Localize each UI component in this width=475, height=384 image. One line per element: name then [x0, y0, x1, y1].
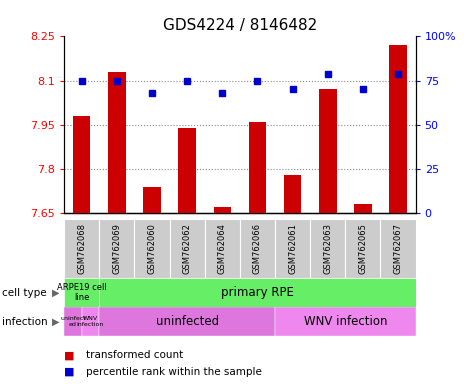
Text: GSM762069: GSM762069: [113, 223, 121, 274]
Text: ▶: ▶: [52, 288, 60, 298]
Text: transformed count: transformed count: [86, 350, 183, 360]
Text: GSM762067: GSM762067: [394, 223, 402, 274]
Text: GSM762064: GSM762064: [218, 223, 227, 274]
Bar: [73, 116, 91, 213]
Bar: [170, 219, 205, 278]
Bar: [143, 187, 161, 213]
Text: GSM762060: GSM762060: [148, 223, 156, 274]
Text: GSM762061: GSM762061: [288, 223, 297, 274]
Bar: [64, 307, 82, 336]
Text: uninfected: uninfected: [156, 315, 218, 328]
Bar: [205, 219, 240, 278]
Text: primary RPE: primary RPE: [221, 286, 294, 299]
Bar: [99, 307, 275, 336]
Bar: [134, 219, 170, 278]
Bar: [213, 207, 231, 213]
Bar: [275, 307, 416, 336]
Bar: [249, 122, 266, 213]
Text: ARPE19 cell
line: ARPE19 cell line: [57, 283, 106, 303]
Bar: [240, 219, 275, 278]
Bar: [319, 89, 336, 213]
Text: GSM762062: GSM762062: [183, 223, 191, 274]
Bar: [82, 307, 99, 336]
Text: GSM762065: GSM762065: [359, 223, 367, 274]
Bar: [284, 175, 301, 213]
Bar: [380, 219, 416, 278]
Bar: [64, 219, 99, 278]
Bar: [179, 128, 196, 213]
Text: ▶: ▶: [52, 316, 60, 327]
Bar: [64, 278, 99, 307]
Title: GDS4224 / 8146482: GDS4224 / 8146482: [163, 18, 317, 33]
Bar: [345, 219, 380, 278]
Bar: [310, 219, 345, 278]
Text: ■: ■: [64, 350, 75, 360]
Text: GSM762068: GSM762068: [77, 223, 86, 274]
Bar: [99, 219, 134, 278]
Text: WNV
infection: WNV infection: [77, 316, 104, 327]
Bar: [354, 204, 371, 213]
Text: GSM762066: GSM762066: [253, 223, 262, 274]
Text: WNV infection: WNV infection: [304, 315, 387, 328]
Text: uninfect
ed: uninfect ed: [60, 316, 86, 327]
Text: cell type: cell type: [2, 288, 47, 298]
Bar: [390, 45, 407, 213]
Bar: [275, 219, 310, 278]
Text: GSM762063: GSM762063: [323, 223, 332, 274]
Text: ■: ■: [64, 367, 75, 377]
Text: percentile rank within the sample: percentile rank within the sample: [86, 367, 261, 377]
Bar: [108, 72, 125, 213]
Text: infection: infection: [2, 316, 48, 327]
